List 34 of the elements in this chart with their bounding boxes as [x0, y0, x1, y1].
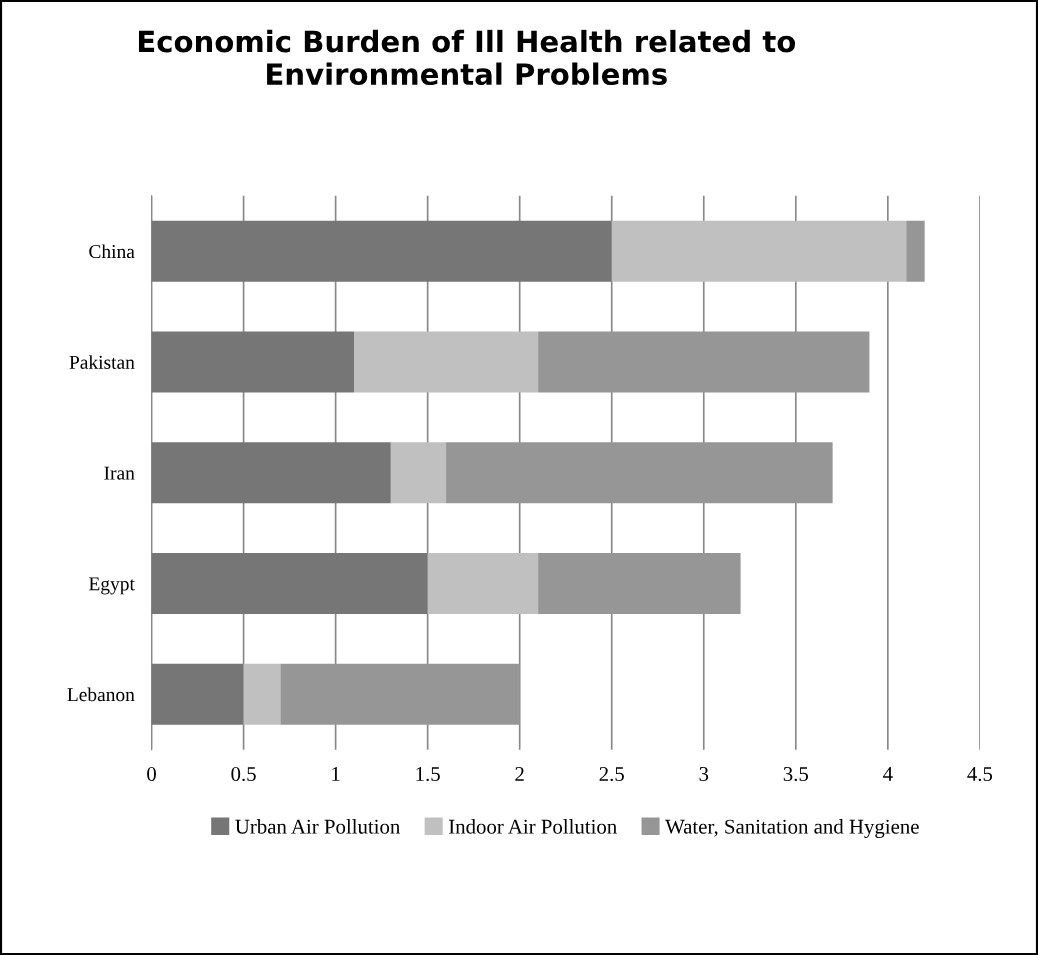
bar [354, 331, 539, 393]
y-tick-label: Lebanon [67, 687, 135, 702]
bar [243, 663, 281, 725]
bar [151, 442, 391, 504]
bar [538, 331, 870, 393]
legend-label: Urban Air Pollution [235, 819, 401, 834]
y-tick-label: Iran [104, 466, 135, 480]
x-tick-label: 0.5 [231, 766, 256, 782]
x-tick-label: 2 [515, 767, 524, 781]
chart-title: Economic Burden of Ill Health related to Environmental Problems [138, 29, 796, 86]
bar [280, 663, 520, 725]
x-tick-label: 2.5 [599, 767, 624, 782]
bar [151, 663, 244, 725]
bar [427, 553, 539, 614]
legend-label: Indoor Air Pollution [449, 819, 617, 834]
y-tick-label: Pakistan [69, 355, 135, 369]
bar [906, 220, 925, 282]
legend-label: Water, Sanitation and Hygiene [665, 819, 919, 838]
x-tick-label: 4.5 [967, 767, 993, 782]
bar [446, 442, 833, 504]
x-tick-label: 0 [147, 766, 156, 781]
x-tick-label: 4 [883, 767, 893, 781]
bar [390, 442, 447, 504]
y-tick-label: China [89, 244, 135, 259]
bar [151, 553, 428, 614]
bar [538, 553, 741, 614]
x-tick-label: 1 [332, 767, 340, 781]
y-tick-label: Egypt [89, 577, 135, 595]
bar [151, 331, 355, 393]
bar [611, 220, 907, 282]
bar [151, 220, 612, 282]
x-tick-label: 1.5 [416, 767, 440, 782]
x-tick-label: 3.5 [783, 767, 809, 782]
x-tick-label: 3 [699, 767, 709, 781]
